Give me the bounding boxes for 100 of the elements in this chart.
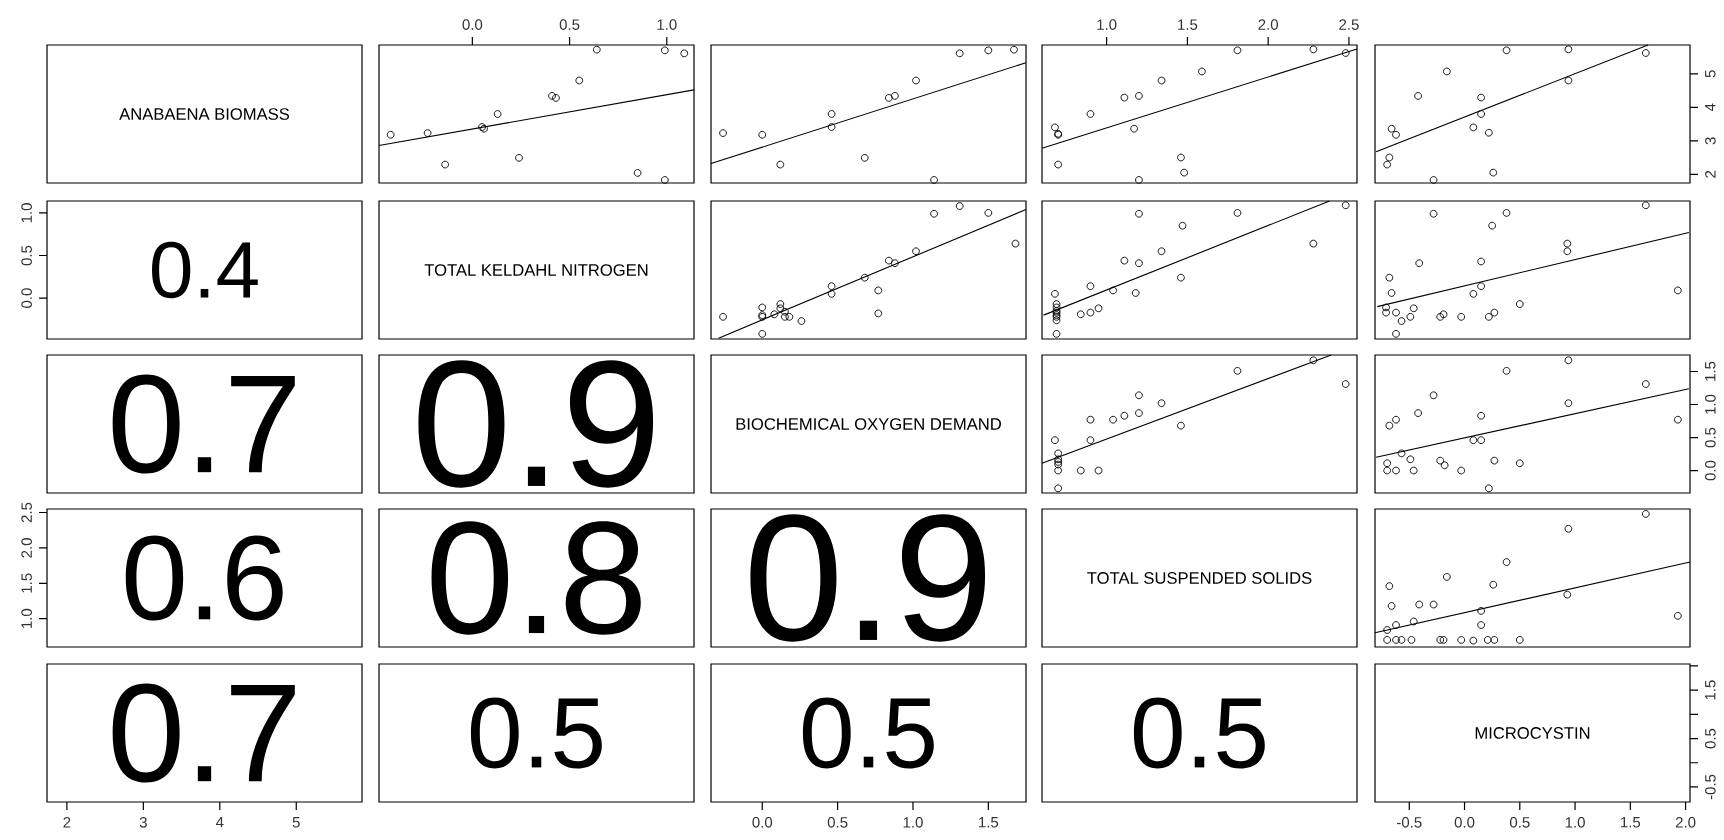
point	[1502, 209, 1511, 217]
point	[1177, 421, 1185, 430]
point	[1387, 124, 1396, 133]
point	[1309, 356, 1318, 365]
point	[1436, 636, 1445, 644]
point	[797, 317, 806, 325]
point	[1135, 176, 1143, 184]
point	[1130, 124, 1138, 133]
point	[1415, 600, 1424, 609]
x-tick-label: 2.0	[1675, 817, 1696, 828]
point	[1120, 93, 1129, 102]
y-tick-label: 1.5	[1705, 680, 1716, 700]
x-tick-label: 1.5	[1621, 817, 1641, 828]
point	[1135, 259, 1143, 268]
point	[1052, 330, 1061, 338]
point	[1429, 209, 1438, 218]
point	[1387, 602, 1396, 610]
data-label: 0.9	[418, 360, 654, 488]
point	[1477, 110, 1485, 118]
point	[930, 176, 938, 184]
point	[1382, 303, 1390, 312]
point	[1564, 356, 1573, 365]
point	[1409, 466, 1418, 475]
point	[1477, 436, 1485, 445]
y-tick-label: -0.5	[1705, 774, 1716, 800]
x-tick-label: 0.0	[462, 19, 483, 30]
text: TOTAL KELDAHL NITROGEN	[424, 264, 648, 276]
point	[1086, 308, 1095, 317]
point	[1515, 636, 1524, 644]
point	[1397, 317, 1406, 325]
point	[1385, 153, 1394, 162]
text: ANABAENA BIOMASS	[119, 108, 290, 120]
point	[1178, 221, 1187, 230]
point	[781, 312, 789, 321]
point	[1674, 415, 1682, 424]
point	[1120, 256, 1129, 265]
point	[785, 312, 794, 321]
y-tick-label: 1.0	[21, 608, 32, 628]
text: TOTAL SUSPENDED SOLIDS	[1087, 572, 1312, 584]
y-tick-label: 2.5	[21, 502, 32, 523]
x-tick-label: 2.0	[1258, 19, 1278, 30]
x-tick-label: 1.0	[1565, 817, 1585, 828]
point	[515, 154, 523, 162]
point	[1436, 312, 1445, 321]
point	[1120, 411, 1129, 420]
x-tick-label: 1.5	[1178, 19, 1198, 30]
point	[776, 300, 785, 308]
point	[1054, 466, 1063, 475]
point	[1477, 411, 1485, 420]
point	[1392, 308, 1400, 317]
data-label: 0.7	[112, 374, 295, 474]
point	[1485, 128, 1493, 137]
point	[770, 310, 779, 319]
point	[1415, 259, 1424, 268]
y-tick-label: 5	[1705, 70, 1716, 78]
point	[1397, 636, 1406, 644]
point	[1109, 286, 1117, 295]
point	[984, 209, 993, 217]
point	[1157, 399, 1166, 408]
point	[1051, 289, 1059, 298]
point	[680, 49, 689, 58]
point	[1488, 221, 1497, 230]
point	[1177, 153, 1185, 162]
point	[874, 309, 883, 318]
x-tick-label: 5	[292, 817, 300, 828]
point	[1135, 209, 1143, 218]
x-tick-label: 1.0	[657, 19, 677, 30]
point	[1439, 310, 1448, 319]
point	[1443, 573, 1451, 581]
point	[1477, 621, 1485, 629]
point	[1392, 130, 1400, 139]
point	[1011, 239, 1020, 248]
data-label: 0.5	[470, 697, 602, 769]
point	[1385, 421, 1394, 430]
point	[1198, 67, 1206, 76]
point	[1177, 273, 1185, 282]
x-tick-label: -0.5	[1397, 817, 1422, 828]
point	[1409, 617, 1418, 626]
point	[781, 307, 789, 316]
point	[874, 286, 883, 295]
point	[984, 46, 993, 55]
x-tick-label: 0.5	[559, 19, 580, 30]
point	[1051, 123, 1059, 132]
point	[891, 259, 899, 268]
point	[1392, 466, 1400, 475]
point	[1469, 436, 1478, 445]
point	[827, 123, 836, 131]
point	[1157, 76, 1166, 85]
point	[719, 129, 727, 137]
point	[1564, 76, 1573, 85]
y-tick-label: 1.5	[1705, 361, 1716, 381]
y-tick-label: 3	[1705, 137, 1716, 145]
y-tick-label: 1.0	[21, 203, 32, 223]
y-tick-label: 0.0	[1705, 460, 1716, 481]
point	[955, 202, 964, 210]
y-tick-label: 2	[1705, 170, 1716, 178]
x-tick-label: 3	[139, 817, 147, 828]
point	[1076, 310, 1085, 319]
point	[1674, 611, 1682, 620]
point	[758, 303, 767, 312]
